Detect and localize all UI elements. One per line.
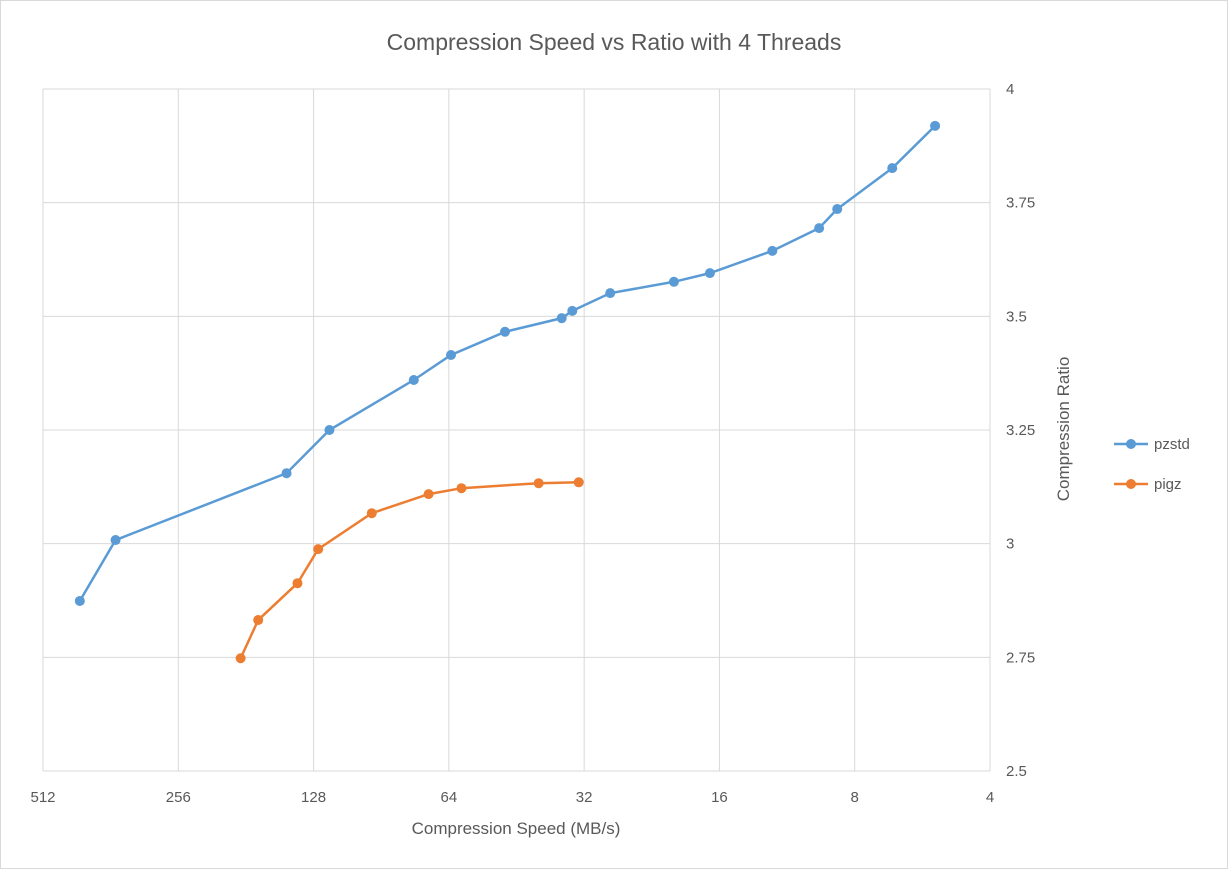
- x-tick-label: 256: [166, 789, 191, 806]
- x-tick-label: 32: [576, 789, 593, 806]
- pigz-line: [239, 481, 579, 659]
- pzstd-point: [930, 120, 941, 131]
- y-tick-label: 4: [1006, 81, 1014, 98]
- y-tick-label: 3.25: [1006, 422, 1035, 439]
- y-tick-label: 3.5: [1006, 308, 1027, 325]
- pigz-point: [292, 578, 303, 589]
- pzstd-point: [556, 313, 567, 324]
- pzstd-point: [281, 468, 292, 479]
- legend-marker-pzstd: [1126, 439, 1136, 449]
- chart-title: Compression Speed vs Ratio with 4 Thread…: [387, 29, 842, 55]
- pigz-point: [533, 478, 544, 489]
- pzstd-line: [78, 124, 936, 602]
- pzstd-point: [446, 349, 457, 360]
- x-axis-title: Compression Speed (MB/s): [412, 819, 621, 838]
- pigz-point: [366, 508, 377, 519]
- pzstd-point: [408, 374, 419, 385]
- pzstd-point: [324, 425, 335, 435]
- legend-label-pzstd: pzstd: [1154, 436, 1190, 453]
- x-tick-label: 128: [301, 789, 326, 806]
- y-tick-label: 2.5: [1006, 763, 1027, 780]
- pigz-point: [313, 544, 324, 555]
- pzstd-point: [887, 163, 898, 174]
- pigz-point: [253, 615, 264, 626]
- x-tick-label: 64: [441, 789, 458, 806]
- legend: pzstd pigz: [1114, 436, 1190, 493]
- pzstd-point: [567, 305, 578, 316]
- pzstd-point: [832, 204, 843, 215]
- pigz-point: [456, 483, 467, 494]
- pigz-point: [423, 489, 434, 500]
- pzstd-point: [74, 595, 85, 606]
- legend-marker-pigz: [1126, 479, 1136, 489]
- pzstd-point: [668, 276, 679, 287]
- pzstd-point: [704, 268, 715, 279]
- pzstd-point: [767, 245, 778, 256]
- pzstd-point: [814, 223, 825, 234]
- x-tick-label: 8: [851, 789, 859, 806]
- legend-label-pigz: pigz: [1154, 476, 1182, 493]
- y-axis-title: Compression Ratio: [1054, 357, 1073, 502]
- x-tick-label: 512: [30, 789, 55, 806]
- pigz-point: [235, 653, 246, 664]
- pzstd-point: [605, 288, 616, 299]
- x-tick-label: 16: [711, 789, 728, 806]
- y-tick-label: 2.75: [1006, 649, 1035, 666]
- pzstd-point: [110, 535, 121, 546]
- x-tick-label: 4: [986, 789, 994, 806]
- y-tick-label: 3.75: [1006, 195, 1035, 212]
- pigz-point: [573, 477, 584, 488]
- y-tick-label: 3: [1006, 536, 1014, 553]
- pzstd-point: [500, 326, 511, 337]
